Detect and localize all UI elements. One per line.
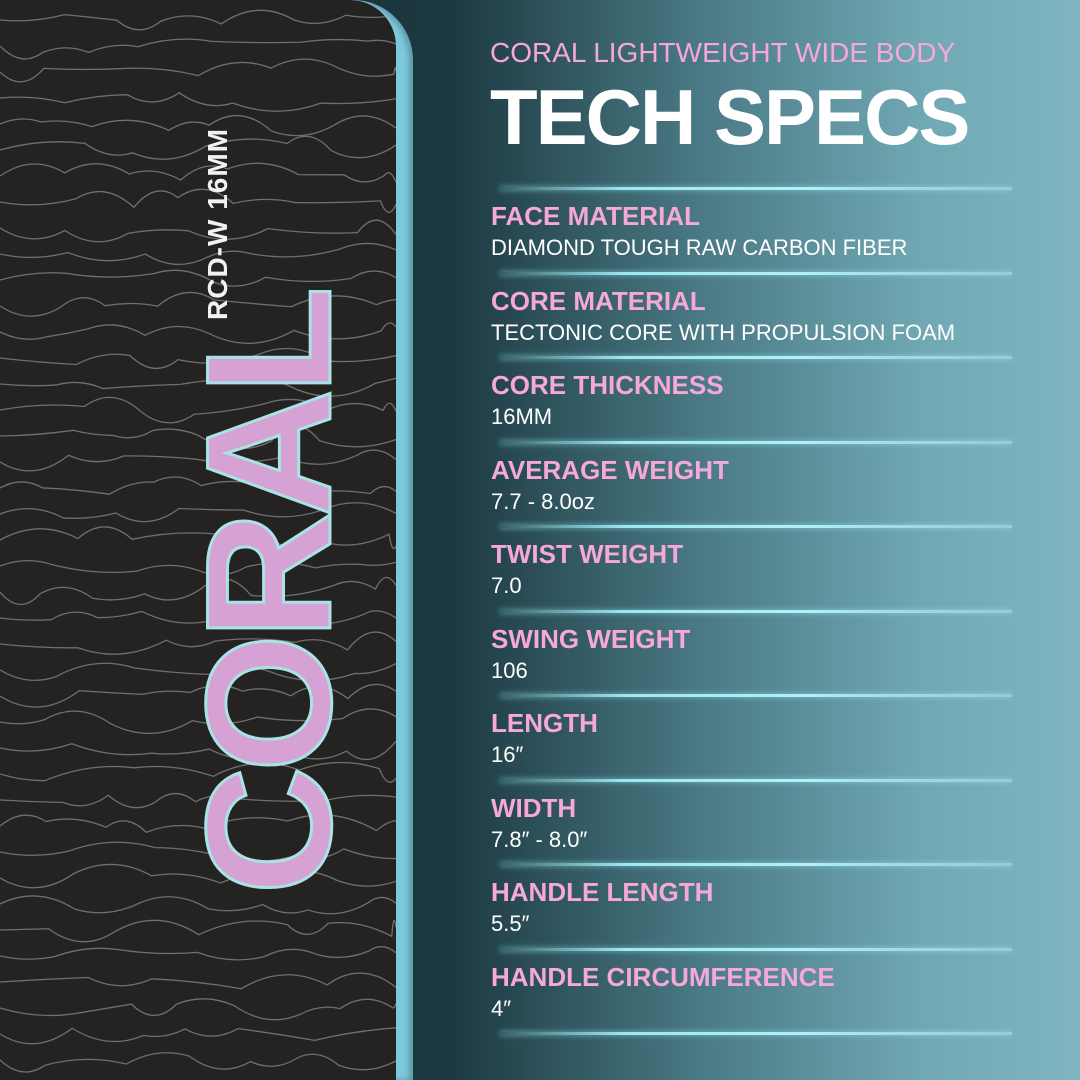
topo-line — [0, 188, 396, 213]
topo-line — [0, 291, 396, 317]
spec-value: TECTONIC CORE WITH PROPULSION FOAM — [491, 319, 956, 345]
topo-line — [0, 92, 396, 112]
topo-line — [0, 683, 396, 708]
topo-line — [0, 162, 396, 183]
spec-divider — [500, 271, 1012, 275]
topo-line — [0, 919, 396, 943]
spec-label: TWIST WEIGHT — [491, 539, 684, 569]
spec-value: 7.7 - 8.0oz — [491, 488, 595, 514]
paddle-brand-logo: CORAL — [168, 291, 370, 897]
spec-value: 106 — [491, 657, 528, 683]
topo-line — [0, 576, 396, 606]
topo-line — [0, 425, 396, 450]
topo-line — [0, 841, 396, 862]
topo-line — [0, 58, 396, 83]
product-subtitle: CORAL LIGHTWEIGHT WIDE BODY — [490, 37, 956, 68]
spec-label: LENGTH — [491, 708, 598, 738]
topo-line — [0, 631, 396, 655]
spec-value: 7.0 — [491, 573, 522, 598]
topo-line — [0, 559, 396, 576]
page-title: TECH SPECS — [490, 73, 970, 161]
spec-row: FACE MATERIAL DIAMOND TOUGH RAW CARBON FI… — [491, 201, 1051, 262]
spec-row: SWING WEIGHT 106 — [491, 624, 1051, 685]
topo-line — [0, 242, 396, 266]
spec-label: WIDTH — [491, 792, 577, 823]
topo-line — [0, 814, 396, 833]
spec-label: CORE THICKNESS — [491, 370, 724, 400]
topo-line — [0, 946, 396, 961]
topo-line — [0, 449, 396, 472]
spec-value: 16MM — [491, 404, 553, 429]
spec-label: HANDLE CIRCUMFERENCE — [491, 961, 835, 992]
spec-label: FACE MATERIAL — [491, 201, 700, 231]
spec-value: 7.8″ - 8.0″ — [491, 826, 588, 852]
spec-label: HANDLE LENGTH — [491, 877, 714, 907]
topo-line — [0, 761, 396, 783]
spec-label: SWING WEIGHT — [491, 623, 691, 654]
topo-line — [0, 972, 396, 990]
topo-line — [0, 377, 396, 397]
spec-row: TWIST WEIGHT 7.0 — [491, 539, 1051, 600]
spec-value: 4″ — [491, 995, 512, 1021]
topo-line — [0, 998, 396, 1021]
spec-value: 5.5″ — [491, 911, 530, 936]
topo-line — [0, 396, 396, 424]
header: CORAL LIGHTWEIGHT WIDE BODY TECH SPECS — [490, 37, 1050, 161]
spec-row: AVERAGE WEIGHT 7.7 - 8.0oz — [491, 455, 1051, 516]
spec-divider — [500, 609, 1012, 613]
topo-line — [0, 476, 396, 495]
topo-line — [0, 38, 396, 60]
topo-line — [0, 708, 396, 735]
spec-row: LENGTH 16″ — [491, 708, 1051, 769]
spec-label: AVERAGE WEIGHT — [491, 454, 729, 485]
spec-divider — [500, 187, 1012, 190]
spec-row: HANDLE CIRCUMFERENCE 4″ — [491, 962, 1051, 1023]
spec-divider — [500, 694, 1012, 697]
spec-label: CORE MATERIAL — [491, 285, 706, 316]
spec-row: WIDTH 7.8″ - 8.0″ — [491, 793, 1051, 854]
topo-line — [0, 526, 396, 550]
topo-line — [0, 219, 396, 243]
topo-line — [0, 1027, 396, 1045]
topo-line — [0, 740, 396, 761]
topo-line — [0, 863, 396, 889]
spec-divider — [500, 947, 1012, 951]
spec-row: CORE MATERIAL TECTONIC CORE WITH PROPULSI… — [491, 286, 1051, 347]
spec-value: DIAMOND TOUGH RAW CARBON FIBER — [491, 235, 908, 260]
spec-value: 16″ — [491, 742, 524, 767]
spec-divider — [500, 356, 1012, 359]
spec-divider — [500, 863, 1012, 866]
spec-divider — [500, 778, 1012, 782]
spec-divider — [500, 1032, 1012, 1035]
topo-line — [0, 610, 396, 626]
spec-divider — [500, 440, 1012, 444]
spec-row: HANDLE LENGTH 5.5″ — [491, 877, 1051, 938]
topo-line — [0, 347, 396, 369]
topo-line — [0, 114, 396, 137]
topographic-pattern — [0, 9, 396, 1073]
topo-line — [0, 269, 396, 287]
topo-line — [0, 792, 396, 809]
spec-row: CORE THICKNESS 16MM — [491, 370, 1051, 431]
topo-line — [0, 895, 396, 915]
topo-line — [0, 1052, 396, 1073]
topo-line — [0, 502, 396, 523]
topo-line — [0, 662, 396, 682]
topo-line — [0, 322, 396, 344]
paddle-face — [0, 0, 396, 1080]
spec-divider — [500, 525, 1012, 528]
topo-line — [0, 9, 396, 31]
topo-line — [0, 135, 396, 160]
